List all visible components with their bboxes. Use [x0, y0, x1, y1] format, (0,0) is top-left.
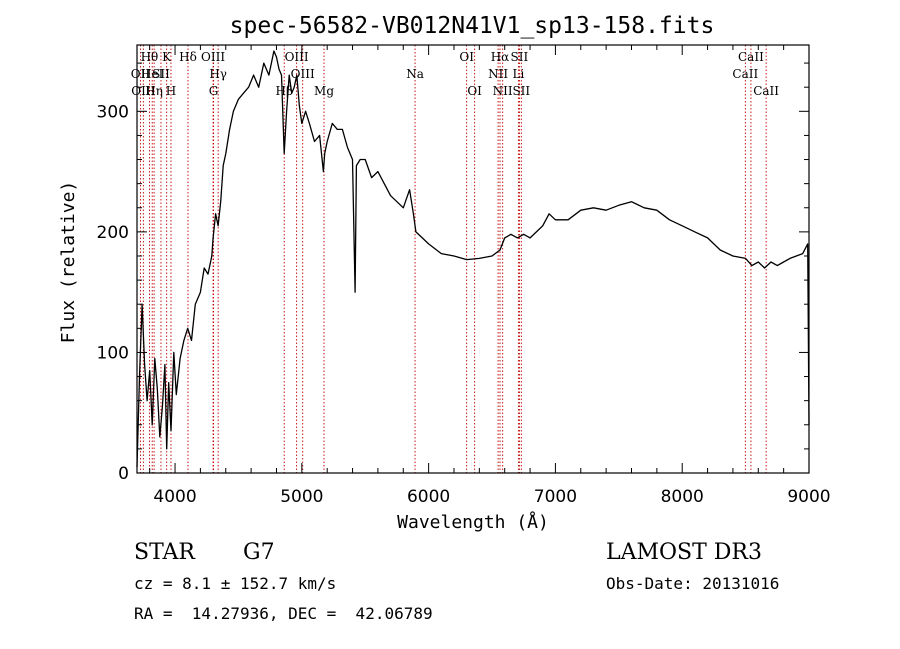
- y-tick-label: 0: [118, 464, 129, 484]
- line-marker-label: OIII: [285, 50, 309, 64]
- line-marker-label: OII: [131, 67, 151, 81]
- x-axis-label: Wavelength (Å): [397, 511, 549, 533]
- line-marker-label: NII: [493, 84, 513, 98]
- line-marker-label: OIII: [201, 50, 225, 64]
- line-marker-label: Li: [512, 67, 524, 81]
- line-marker-label: Hθ: [141, 50, 159, 64]
- y-tick-label: 300: [97, 102, 129, 122]
- line-marker-label: HeI: [141, 67, 164, 81]
- x-tick-label: 4000: [153, 487, 196, 507]
- y-tick-label: 100: [97, 343, 129, 363]
- line-marker-label: SII: [511, 50, 529, 64]
- line-marker-label: CaII: [753, 84, 779, 98]
- line-marker-label: G: [209, 84, 219, 98]
- line-marker-label: NII: [488, 67, 508, 81]
- x-tick-label: 8000: [661, 487, 704, 507]
- observation-date: Obs-Date: 20131016: [606, 574, 780, 593]
- coordinates-text: RA = 14.27936, DEC = 42.06789: [134, 604, 433, 623]
- y-axis: 0 100 200 300: [97, 62, 809, 484]
- y-tick-label: 200: [97, 223, 129, 243]
- object-class: STAR: [134, 540, 195, 565]
- line-marker-label: K: [162, 50, 172, 64]
- line-marker-label: H: [166, 84, 176, 98]
- line-marker-label: CaII: [738, 50, 764, 64]
- line-marker-label: OI: [467, 84, 482, 98]
- line-marker-label: Hη: [145, 84, 163, 98]
- survey-name: LAMOST DR3: [606, 540, 762, 565]
- x-tick-label: 5000: [280, 487, 323, 507]
- x-axis: 4000 5000 6000 7000 8000 9000: [149, 45, 831, 507]
- line-marker-label: CaII: [732, 67, 758, 81]
- chart-title: spec-56582-VB012N41V1_sp13-158.fits: [230, 13, 715, 39]
- line-markers: [139, 45, 767, 473]
- x-tick-label: 9000: [787, 487, 830, 507]
- object-subclass: G7: [243, 540, 275, 565]
- line-marker-label: Hδ: [179, 50, 197, 64]
- y-axis-label: Flux (relative): [58, 181, 79, 344]
- line-marker-label: Na: [406, 67, 424, 81]
- line-marker-label: Mg: [314, 84, 334, 98]
- plot-frame: [136, 44, 810, 474]
- line-marker-label: SII: [512, 84, 530, 98]
- flux-series-line: [136, 50, 810, 468]
- line-marker-label: SII: [152, 67, 170, 81]
- x-tick-label: 7000: [534, 487, 577, 507]
- line-marker-label: OIII: [291, 67, 315, 81]
- redshift-text: cz = 8.1 ± 152.7 km/s: [134, 574, 337, 593]
- line-marker-label: Hγ: [209, 67, 227, 81]
- line-marker-label: OI: [459, 50, 474, 64]
- x-tick-label: 6000: [407, 487, 450, 507]
- line-marker-label: Hα: [491, 50, 510, 64]
